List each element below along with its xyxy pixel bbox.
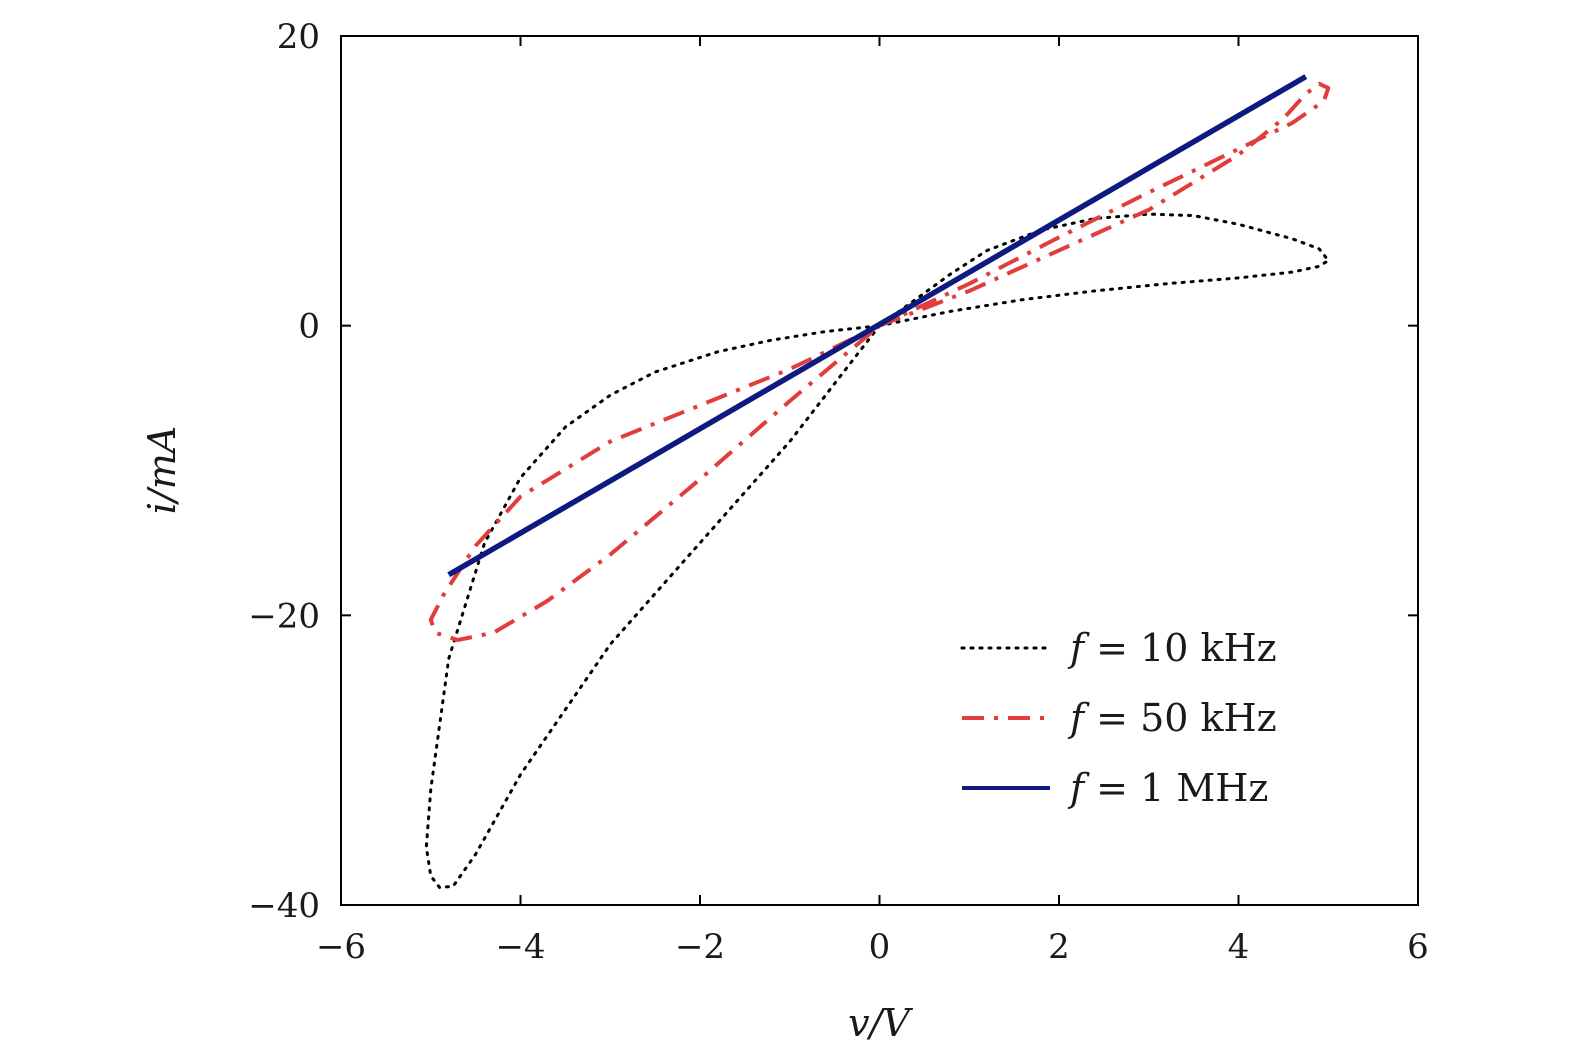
x-axis-label: v/V xyxy=(848,1001,913,1045)
legend: f = 10 kHz f = 50 kHz f = 1 MHz xyxy=(960,626,1277,810)
x-tick-label: 6 xyxy=(1407,927,1429,967)
plot-series xyxy=(424,74,1331,890)
x-tick-label: 2 xyxy=(1048,927,1070,967)
y-tick-label: 0 xyxy=(298,307,320,347)
legend-label-1: f = 50 kHz xyxy=(1067,696,1277,740)
y-axis-label: i/mA xyxy=(140,426,184,514)
legend-label-2: f = 1 MHz xyxy=(1067,766,1268,810)
series-line-2 xyxy=(447,74,1308,578)
y-tick-label: −20 xyxy=(248,596,320,636)
x-tick-label: −4 xyxy=(495,927,545,967)
y-tick-label: −40 xyxy=(248,886,320,926)
x-tick-label: −2 xyxy=(675,927,725,967)
series-line-0 xyxy=(424,212,1330,890)
legend-label-0: f = 10 kHz xyxy=(1067,626,1277,670)
x-tick-label: 4 xyxy=(1228,927,1250,967)
x-tick-label: 0 xyxy=(869,927,891,967)
y-tick-label: 20 xyxy=(277,17,320,57)
x-tick-label: −6 xyxy=(316,927,366,967)
series-line-1 xyxy=(428,81,1331,642)
